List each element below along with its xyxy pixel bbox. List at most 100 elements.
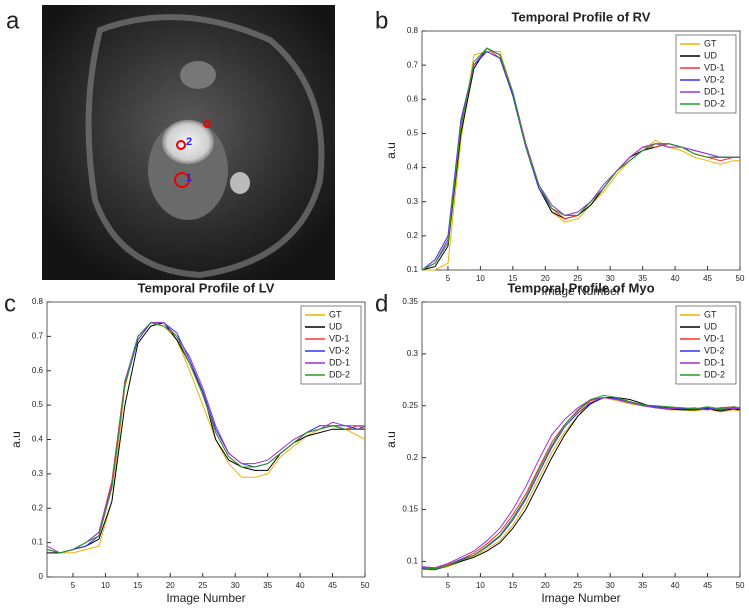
chart-title: Temporal Profile of LV: [138, 280, 275, 295]
roi-marker: 1: [186, 172, 192, 184]
y-tick-label: 0.4: [32, 435, 44, 444]
legend-label: DD-2: [704, 369, 725, 379]
legend-label: DD-1: [704, 357, 725, 367]
x-axis-label: Image Number: [166, 591, 245, 605]
x-tick-label: 50: [736, 274, 745, 283]
series-line: [421, 394, 741, 570]
x-tick-label: 35: [263, 581, 272, 590]
x-tick-label: 35: [638, 274, 647, 283]
y-tick-label: 0.35: [402, 297, 418, 306]
x-tick-label: 35: [638, 581, 647, 590]
legend-label: DD-1: [704, 86, 725, 96]
y-tick-label: 0.1: [32, 538, 44, 547]
legend-label: VD-1: [704, 333, 725, 343]
x-tick-label: 15: [508, 581, 517, 590]
x-tick-label: 30: [231, 581, 240, 590]
x-tick-label: 5: [446, 581, 451, 590]
vessel: [230, 172, 250, 194]
y-tick-label: 0.25: [402, 401, 418, 410]
y-axis-label: a.u: [384, 431, 398, 448]
y-tick-label: 0.3: [407, 349, 419, 358]
legend-label: VD-2: [704, 345, 725, 355]
legend-box: [300, 305, 362, 385]
legend-label: GT: [329, 309, 342, 319]
x-axis-label: Image Number: [541, 284, 620, 298]
x-axis-label: Image Number: [541, 591, 620, 605]
y-tick-label: 0.2: [407, 231, 419, 240]
x-tick-label: 10: [476, 581, 485, 590]
y-tick-label: 0.3: [32, 469, 44, 478]
x-tick-label: 40: [671, 274, 680, 283]
y-tick-label: 0.4: [407, 163, 419, 172]
x-tick-label: 10: [476, 274, 485, 283]
series-line: [47, 322, 366, 554]
legend-label: GT: [704, 309, 717, 319]
series-line: [421, 396, 741, 570]
y-tick-label: 0.7: [407, 60, 419, 69]
y-tick-label: 0.5: [407, 129, 419, 138]
panel-label: c: [4, 290, 16, 317]
series-line: [421, 47, 740, 271]
x-tick-label: 5: [71, 581, 76, 590]
y-tick-label: 0.15: [402, 505, 418, 514]
x-tick-label: 40: [296, 581, 305, 590]
x-tick-label: 45: [703, 274, 712, 283]
x-tick-label: 50: [361, 581, 370, 590]
roi: [203, 120, 211, 128]
chart-title: Temporal Profile of RV: [512, 9, 651, 24]
roi-marker: 2: [186, 136, 192, 148]
legend-label: DD-2: [704, 98, 725, 108]
y-tick-label: 0.8: [407, 26, 419, 35]
x-tick-label: 25: [573, 274, 582, 283]
x-tick-label: 10: [101, 581, 110, 590]
roi: [174, 172, 190, 188]
y-tick-label: 0.1: [407, 557, 419, 566]
x-tick-label: 30: [606, 581, 615, 590]
legend-label: UD: [329, 321, 342, 331]
x-tick-label: 50: [736, 581, 745, 590]
legend-label: GT: [704, 38, 717, 48]
roi: [176, 140, 186, 150]
legend-label: DD-1: [329, 357, 350, 367]
y-tick-label: 0.8: [32, 297, 44, 306]
series-line: [422, 51, 740, 271]
legend-label: UD: [704, 50, 717, 60]
x-tick-label: 20: [541, 581, 550, 590]
structure: [180, 61, 216, 89]
x-tick-label: 25: [573, 581, 582, 590]
series-line: [47, 322, 365, 554]
legend-label: VD-1: [329, 333, 350, 343]
cavity: [162, 120, 214, 164]
legend-label: UD: [704, 321, 717, 331]
legend-label: VD-2: [704, 74, 725, 84]
x-tick-label: 25: [198, 581, 207, 590]
y-axis-label: a.u: [384, 142, 398, 159]
y-tick-label: 0.2: [32, 503, 44, 512]
panel-label: b: [375, 7, 388, 34]
x-tick-label: 20: [541, 274, 550, 283]
y-axis-label: a.u: [9, 431, 23, 448]
legend-label: VD-2: [329, 345, 350, 355]
panel-label: d: [375, 290, 388, 317]
legend-label: VD-1: [704, 62, 725, 72]
x-tick-label: 45: [328, 581, 337, 590]
x-tick-label: 30: [606, 274, 615, 283]
y-tick-label: 0.2: [407, 453, 419, 462]
y-tick-label: 0.6: [32, 366, 44, 375]
series-line: [421, 47, 740, 271]
panel-label: a: [6, 7, 20, 34]
x-tick-label: 15: [508, 274, 517, 283]
body-outline: [85, 14, 325, 279]
legend-box: [675, 305, 737, 385]
y-tick-label: 0.6: [407, 94, 419, 103]
y-tick-label: 0.7: [32, 331, 44, 340]
y-tick-label: 0.5: [32, 400, 44, 409]
x-tick-label: 20: [166, 581, 175, 590]
mri-image: 2 1: [42, 5, 335, 280]
series-line: [46, 322, 365, 554]
x-tick-label: 15: [133, 581, 142, 590]
y-tick-label: 0.1: [407, 265, 419, 274]
x-tick-label: 5: [446, 274, 451, 283]
y-tick-label: 0: [39, 572, 44, 581]
